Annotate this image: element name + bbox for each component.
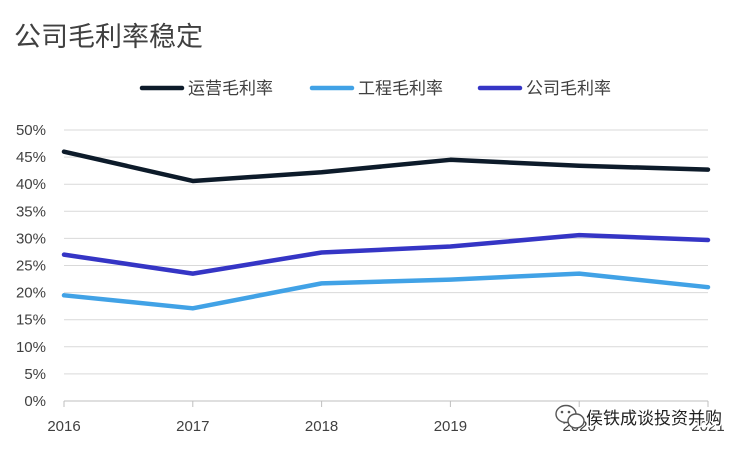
series-line-2 [61,271,711,311]
y-tick-label: 50% [16,122,46,139]
wechat-bubble-icon [555,404,585,429]
x-tick-label: 2017 [176,418,209,435]
series-line-1 [61,149,711,184]
series-line-3 [61,232,711,276]
y-tick-label: 40% [16,176,46,193]
watermark: 侯铁成谈投资并购 [555,404,724,431]
y-tick-label: 15% [16,312,46,329]
y-tick-label: 10% [16,339,46,356]
watermark-text: 侯铁成谈投资并购 [586,409,722,429]
chart-title: 公司毛利率稳定 [14,22,203,52]
legend-label: 公司毛利率 [526,79,611,98]
y-axis-ticks: 0% 5% 10% 15% 20% 25% 30% 35% 40% 45% 50% [16,122,46,410]
y-tick-label: 20% [16,285,46,302]
series-lines [61,149,711,311]
x-tick-label: 2019 [434,418,467,435]
y-tick-label: 45% [16,149,46,166]
y-tick-label: 5% [24,366,46,383]
legend: 运营毛利率 工程毛利率 公司毛利率 [139,79,611,98]
y-tick-label: 25% [16,258,46,275]
x-tick-label: 2018 [305,418,338,435]
y-tick-label: 30% [16,230,46,247]
y-tick-label: 35% [16,203,46,220]
y-tick-label: 0% [24,393,46,410]
x-tick-label: 2021 [691,418,724,435]
legend-label: 工程毛利率 [358,79,443,98]
x-tick-label: 2016 [47,418,80,435]
gridlines [64,129,708,402]
legend-label: 运营毛利率 [188,79,273,98]
